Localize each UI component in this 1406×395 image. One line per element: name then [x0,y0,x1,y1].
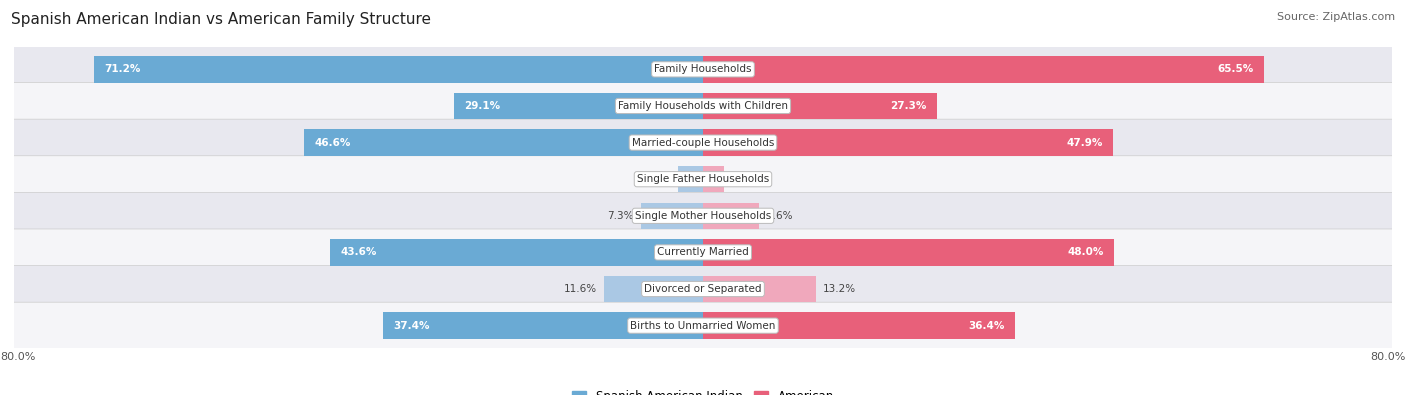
Text: Divorced or Separated: Divorced or Separated [644,284,762,294]
FancyBboxPatch shape [13,83,1393,130]
Bar [304,130,703,156]
Text: 6.6%: 6.6% [766,211,793,221]
Text: 47.9%: 47.9% [1066,137,1102,148]
Text: Family Households: Family Households [654,64,752,74]
Text: 48.0%: 48.0% [1067,247,1104,258]
Text: 37.4%: 37.4% [394,321,430,331]
Text: 71.2%: 71.2% [104,64,141,74]
FancyBboxPatch shape [13,265,1393,312]
Text: 13.2%: 13.2% [823,284,856,294]
Legend: Spanish American Indian, American: Spanish American Indian, American [567,385,839,395]
Text: 2.4%: 2.4% [730,174,756,184]
Bar [703,239,1114,265]
Bar [94,56,703,83]
FancyBboxPatch shape [13,46,1393,93]
Text: 43.6%: 43.6% [340,247,377,258]
Text: 11.6%: 11.6% [564,284,598,294]
Text: Single Father Households: Single Father Households [637,174,769,184]
Bar [703,276,815,302]
Bar [603,276,703,302]
Text: Currently Married: Currently Married [657,247,749,258]
Text: 27.3%: 27.3% [890,101,927,111]
FancyBboxPatch shape [13,192,1393,239]
Text: 7.3%: 7.3% [607,211,634,221]
Bar [678,166,703,192]
Text: 46.6%: 46.6% [315,137,352,148]
Bar [703,166,724,192]
Bar [641,203,703,229]
Text: 29.1%: 29.1% [464,101,501,111]
FancyBboxPatch shape [13,229,1393,276]
FancyBboxPatch shape [13,156,1393,203]
Bar [454,93,703,119]
Text: Source: ZipAtlas.com: Source: ZipAtlas.com [1277,12,1395,22]
Text: Single Mother Households: Single Mother Households [636,211,770,221]
Text: Married-couple Households: Married-couple Households [631,137,775,148]
Bar [703,130,1114,156]
Bar [330,239,703,265]
Bar [382,312,703,339]
Bar [703,56,1264,83]
Bar [703,312,1015,339]
Text: Family Households with Children: Family Households with Children [619,101,787,111]
Text: Spanish American Indian vs American Family Structure: Spanish American Indian vs American Fami… [11,12,432,27]
FancyBboxPatch shape [13,302,1393,349]
FancyBboxPatch shape [13,119,1393,166]
Bar [703,203,759,229]
Text: 65.5%: 65.5% [1218,64,1253,74]
Text: 2.9%: 2.9% [645,174,671,184]
Bar [703,93,936,119]
Text: 36.4%: 36.4% [967,321,1004,331]
Text: Births to Unmarried Women: Births to Unmarried Women [630,321,776,331]
